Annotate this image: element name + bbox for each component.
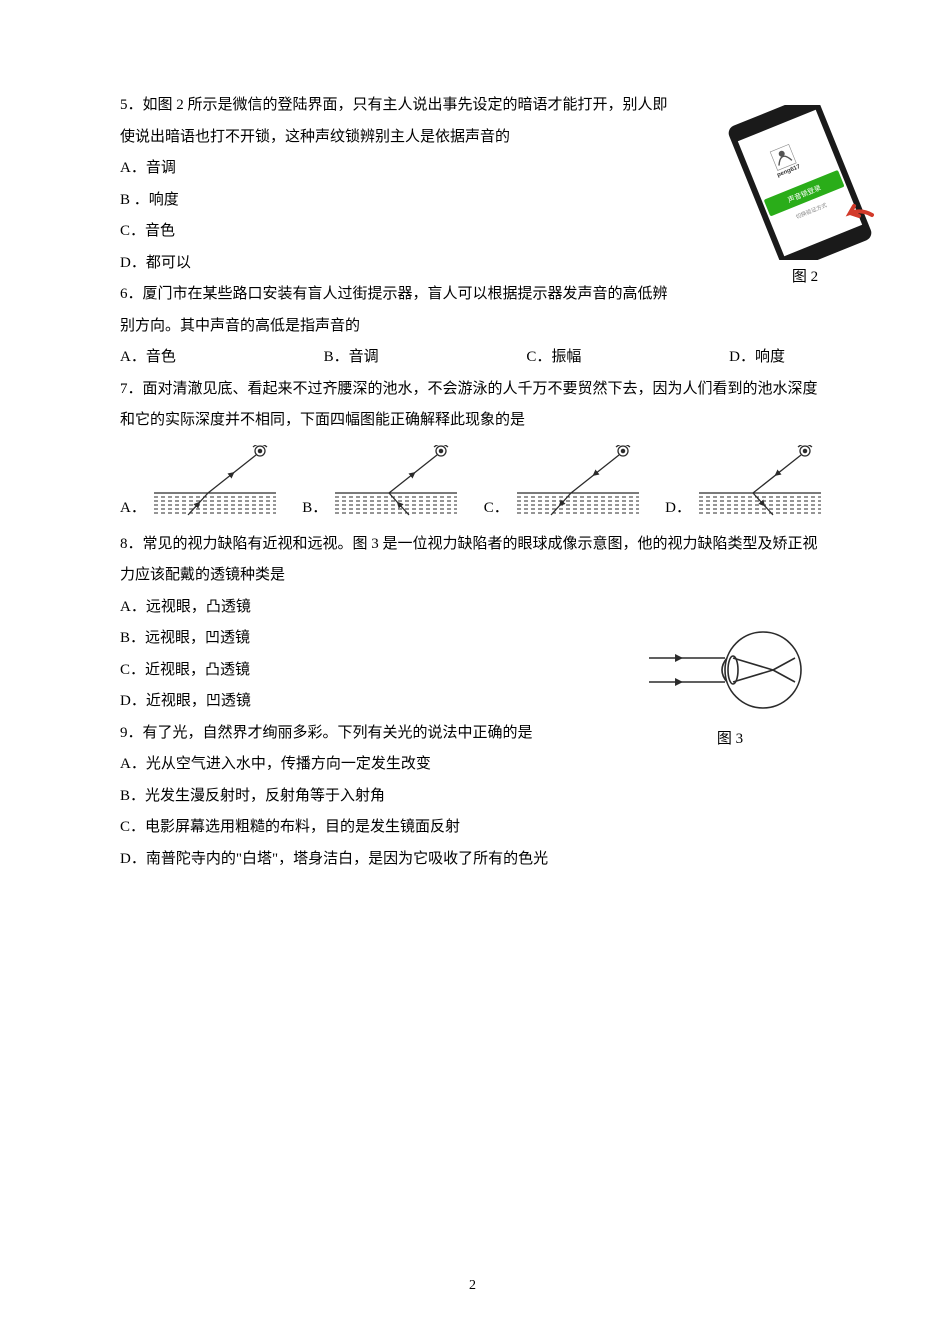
q6-option-b: B．音调 [324,342,379,374]
q6-option-a: A．音色 [120,342,176,374]
q7-option-b: B． [302,445,461,525]
q7-diagrams: A． B． C． D． [120,445,825,525]
q7-option-c: C． [484,445,643,525]
q7-label-b: B． [302,493,327,525]
q8-stem-line2: 力应该配戴的透镜种类是 [120,560,825,592]
q9-option-d: D．南普陀寺内的"白塔"，塔身洁白，是因为它吸收了所有的色光 [120,844,825,876]
q9-option-c: C．电影屏幕选用粗糙的布料，目的是发生镜面反射 [120,812,825,844]
q6-options: A．音色 B．音调 C．振幅 D．响度 [120,342,825,374]
q7-stem-line1: 7．面对清澈见底、看起来不过齐腰深的池水，不会游泳的人千万不要贸然下去，因为人们… [120,374,825,406]
q7-option-d: D． [665,445,825,525]
figure-2-caption: 图 2 [720,262,890,294]
q7-stem-line2: 和它的实际深度并不相同，下面四幅图能正确解释此现象的是 [120,405,825,437]
q9-option-b: B．光发生漫反射时，反射角等于入射角 [120,781,825,813]
figure-2: peng617声音锁登录切换验证方式 图 2 [720,105,890,294]
q8-option-a: A．远视眼，凸透镜 [120,592,825,624]
q7-label-a: A． [120,493,146,525]
figure-2-image: peng617声音锁登录切换验证方式 [720,105,880,260]
figure-3: 图 3 [645,620,815,756]
q7-option-a: A． [120,445,280,525]
figure-3-caption: 图 3 [645,724,815,756]
q7-label-c: C． [484,493,509,525]
page-number: 2 [0,1271,945,1300]
q7-label-d: D． [665,493,691,525]
q6-option-d: D．响度 [729,342,785,374]
q8-stem-line1: 8．常见的视力缺陷有近视和远视。图 3 是一位视力缺陷者的眼球成像示意图，他的视… [120,529,825,561]
q6-option-c: C．振幅 [526,342,581,374]
figure-3-image [645,620,815,720]
exam-page: peng617声音锁登录切换验证方式 图 2 5．如图 2 所示是微信的登陆界面… [0,0,945,1336]
q6-stem-line2: 别方向。其中声音的高低是指声音的 [120,311,825,343]
